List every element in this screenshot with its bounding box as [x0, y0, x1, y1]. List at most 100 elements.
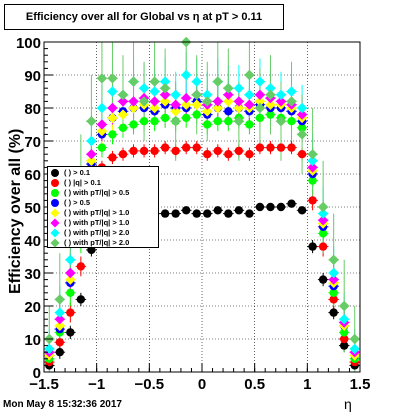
y-tick-label: 60: [24, 167, 41, 184]
data-point: [96, 119, 108, 130]
legend-marker: [51, 169, 59, 177]
legend-marker: [51, 179, 59, 187]
data-point: [202, 106, 213, 117]
data-point: [149, 76, 160, 87]
data-point: [191, 89, 202, 100]
data-point: [233, 116, 245, 127]
data-point: [139, 146, 149, 156]
legend-label: ( ) > 0.5: [64, 198, 91, 207]
data-point: [171, 146, 180, 156]
axis-ticks: −1.5 −1 −0.5 0 0.5 1 1.5 0 10 20 30 40 50 60 70 80 90 100: [16, 35, 370, 393]
data-point: [129, 146, 138, 156]
x-tick-label: 0.5: [244, 376, 265, 393]
data-point: [66, 308, 75, 317]
data-point: [339, 300, 350, 312]
data-point: [117, 89, 129, 100]
data-point: [276, 143, 286, 152]
legend-label: ( ) > 0.1: [64, 168, 91, 177]
data-point: [192, 110, 201, 119]
data-point: [96, 125, 108, 137]
data-point: [308, 242, 317, 251]
data-point: [317, 208, 329, 219]
data-point: [307, 155, 318, 166]
data-point: [255, 143, 265, 152]
data-point: [233, 96, 245, 107]
data-point: [149, 86, 160, 97]
data-point: [118, 123, 128, 132]
data-point: [159, 89, 171, 100]
data-point: [245, 120, 254, 129]
data-point: [296, 102, 308, 114]
data-point: [170, 89, 181, 100]
x-tick-label: 0: [198, 376, 206, 393]
data-point: [55, 348, 64, 357]
data-point: [76, 262, 86, 271]
data-point: [349, 333, 360, 345]
data-point: [307, 162, 318, 173]
data-point: [181, 99, 192, 110]
title-box: Efficiency over all for Global vs η at p…: [4, 4, 284, 30]
data-point: [212, 96, 223, 107]
data-point: [138, 83, 150, 94]
legend-marker: [51, 189, 59, 197]
data-point: [117, 96, 129, 107]
data-point: [255, 113, 265, 123]
data-point: [328, 274, 339, 285]
data-point: [244, 99, 255, 110]
data-point: [76, 295, 86, 304]
data-point: [329, 295, 338, 304]
y-tick-label: 0: [33, 365, 41, 382]
legend-entry: ( ) with pT/|q| > 2.0: [48, 228, 158, 238]
data-point: [317, 215, 329, 226]
legend-label: ( ) with pT/|q| > 1.0: [64, 218, 130, 227]
data-point: [244, 89, 255, 100]
data-point: [254, 96, 266, 107]
data-point: [234, 146, 244, 156]
y-axis-label: Efficiency over all (%): [7, 128, 24, 294]
data-point: [224, 209, 233, 218]
data-point: [107, 73, 118, 84]
data-point: [203, 120, 212, 129]
legend-marker: [50, 208, 60, 218]
data-point: [318, 242, 328, 251]
data-point: [97, 143, 107, 152]
data-point: [182, 113, 191, 123]
legend-marker: [51, 199, 59, 207]
legend-entry: ( ) with pT/|q| > 1.0: [48, 208, 158, 218]
data-markers: [44, 36, 360, 370]
data-point: [86, 149, 97, 160]
data-point: [213, 206, 222, 215]
data-point: [181, 92, 192, 104]
data-point: [234, 206, 244, 215]
data-point: [275, 89, 287, 100]
data-point: [65, 254, 76, 265]
data-point: [107, 112, 118, 124]
data-point: [255, 202, 265, 212]
data-point: [54, 294, 65, 305]
data-point: [287, 117, 296, 126]
y-tick-label: 70: [24, 134, 41, 151]
data-point: [108, 153, 117, 162]
data-point: [339, 314, 350, 325]
data-point: [318, 229, 328, 238]
data-point: [159, 83, 171, 94]
data-point: [170, 106, 181, 117]
data-point: [212, 102, 223, 114]
data-point: [317, 201, 329, 213]
data-point: [118, 150, 128, 159]
data-point: [224, 150, 233, 159]
data-point: [107, 102, 118, 114]
data-point: [308, 196, 317, 205]
data-point: [340, 341, 349, 350]
data-point: [329, 288, 338, 297]
data-point: [86, 135, 97, 147]
data-point: [159, 96, 171, 107]
data-point: [245, 209, 254, 218]
data-point: [86, 155, 97, 166]
data-point: [223, 83, 234, 94]
data-point: [117, 109, 129, 120]
data-point: [66, 328, 75, 337]
data-point: [265, 83, 276, 94]
data-point: [275, 96, 287, 107]
